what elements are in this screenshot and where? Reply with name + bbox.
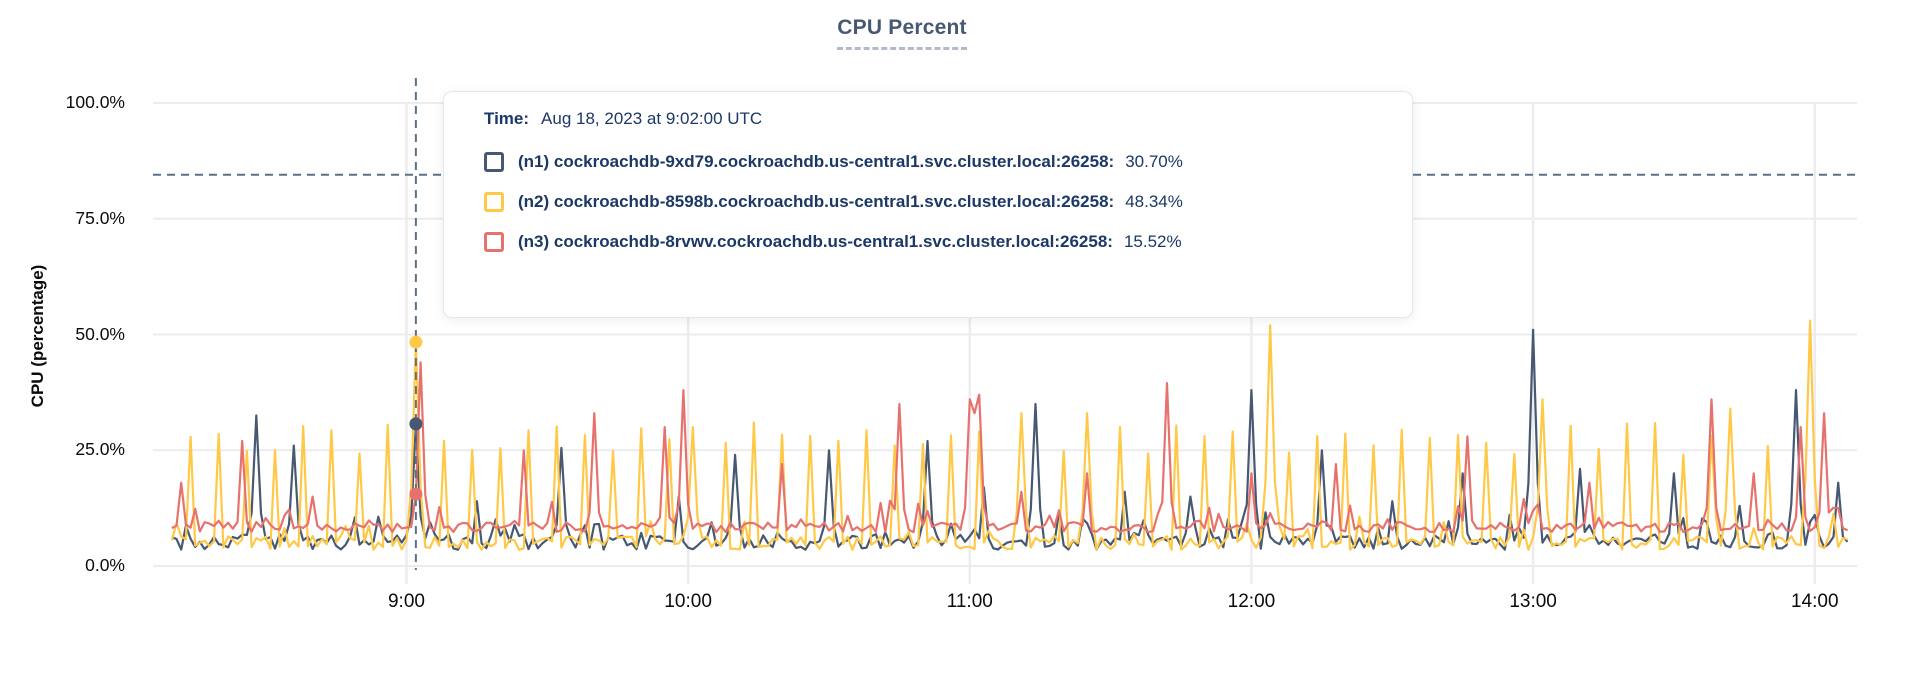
hover-point-n1 [409, 417, 423, 431]
series-line-n2 [170, 319, 1848, 551]
x-tick-label: 13:00 [1509, 591, 1557, 612]
chart-title[interactable]: CPU Percent [837, 16, 967, 50]
x-tick-label: 9:00 [387, 591, 425, 612]
x-tick-label: 10:00 [664, 591, 712, 612]
series-name: (n3) cockroachdb-8rvwv.cockroachdb.us-ce… [518, 232, 1113, 251]
series-line-n3 [171, 361, 1849, 534]
series-line-n1 [171, 328, 1849, 551]
series-value: 15.52% [1123, 232, 1182, 251]
hover-point-n2 [409, 335, 423, 349]
series-name: (n1) cockroachdb-9xd79.cockroachdb.us-ce… [518, 152, 1115, 171]
hover-point-n3 [409, 487, 423, 501]
y-tick-label: 75.0% [75, 207, 125, 228]
x-tick-label: 14:00 [1790, 591, 1839, 612]
series-legend-swatch-icon [484, 152, 504, 172]
series-legend-swatch-icon [484, 232, 504, 252]
x-tick-label: 11:00 [946, 591, 993, 612]
y-tick-label: 0.0% [85, 555, 125, 575]
tooltip-series-row: (n2) cockroachdb-8598b.cockroachdb.us-ce… [484, 182, 1412, 222]
series-legend-swatch-icon [484, 192, 504, 212]
chart-header: CPU Percent [0, 16, 1804, 50]
x-tick-label: 12:00 [1227, 591, 1276, 612]
y-tick-label: 100.0% [65, 92, 125, 112]
chart-tooltip: Time: Aug 18, 2023 at 9:02:00 UTC (n1) co… [443, 91, 1413, 318]
series-value: 30.70% [1125, 152, 1183, 171]
tooltip-series-row: (n3) cockroachdb-8rvwv.cockroachdb.us-ce… [484, 222, 1412, 262]
y-tick-label: 25.0% [75, 439, 125, 460]
tooltip-time-row: Time: Aug 18, 2023 at 9:02:00 UTC [484, 109, 1412, 129]
series-name: (n2) cockroachdb-8598b.cockroachdb.us-ce… [518, 192, 1115, 211]
y-tick-label: 50.0% [75, 323, 125, 344]
series-value: 48.34% [1125, 192, 1183, 211]
tooltip-time-value: Aug 18, 2023 at 9:02:00 UTC [541, 109, 763, 128]
tooltip-time-label: Time: [484, 109, 530, 128]
tooltip-series-row: (n1) cockroachdb-9xd79.cockroachdb.us-ce… [484, 142, 1412, 182]
tooltip-series-rows: (n1) cockroachdb-9xd79.cockroachdb.us-ce… [484, 142, 1412, 262]
